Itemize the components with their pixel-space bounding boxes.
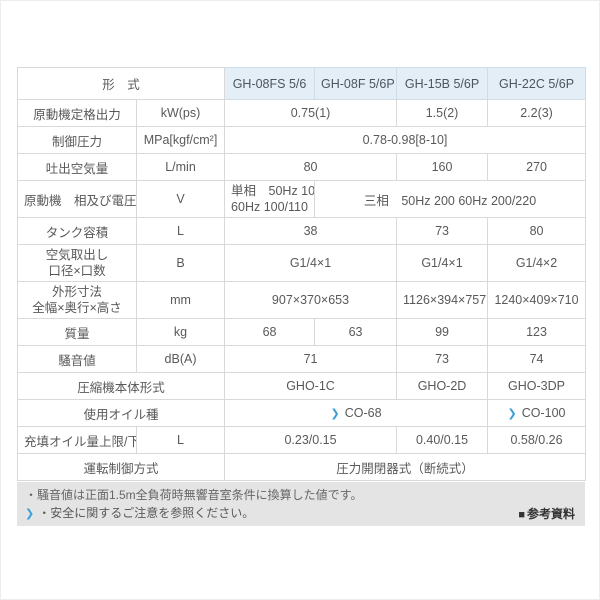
header-model-label: 形 式 [16, 67, 226, 100]
cell-oil-co100: ❯ CO-100 [487, 399, 587, 427]
row-phase-voltage: 原動機 相及び電圧 V 単相 50Hz 100 60Hz 100/110 三相 … [17, 180, 587, 218]
note-noise: ・騒音値は正面1.5m全負荷時無響音室条件に換算した値です。 [25, 488, 363, 502]
cell-value: 圧力開閉器式（断続式） [224, 453, 587, 481]
header-model-gh15b: GH-15B 5/6P [396, 67, 489, 100]
row-label: 圧縮機本体形式 [16, 372, 226, 400]
link-arrow-icon: ❯ [25, 508, 35, 520]
cell-value: 0.58/0.26 [487, 426, 587, 454]
link-arrow-icon: ❯ [507, 408, 517, 420]
row-unit: kW(ps) [135, 99, 226, 127]
cell-value: 74 [487, 345, 587, 373]
row-dimensions: 外形寸法 全幅×奥行×高さ mm 907×370×653 1126×394×75… [17, 281, 587, 319]
header-model-gh08fs: GH-08FS 5/6 [224, 67, 316, 100]
cell-value: 63 [314, 318, 398, 346]
reference-label: 参考資料 [526, 507, 575, 521]
cell-value: 0.40/0.15 [396, 426, 489, 454]
row-label: 外形寸法 全幅×奥行×高さ [17, 281, 137, 319]
cell-value: 73 [396, 345, 489, 373]
square-bullet-icon: ■ [518, 509, 525, 521]
row-unit: B [135, 244, 226, 282]
spec-table: 形 式 GH-08FS 5/6 GH-08F 5/6P GH-15B 5/6P … [16, 67, 587, 481]
reference-caption: ■ 参考資料 [518, 505, 575, 522]
cell-value: 80 [487, 217, 587, 245]
cell-value: 0.78-0.98[8-10] [224, 126, 587, 154]
cell-value: 99 [396, 318, 489, 346]
cell-value: GHO-2D [396, 372, 489, 400]
row-air-discharge: 吐出空気量 L/min 80 160 270 [17, 153, 587, 181]
cell-value: 1.5(2) [396, 99, 489, 127]
cell-value-single-phase: 単相 50Hz 100 60Hz 100/110 [224, 180, 316, 218]
row-unit: mm [135, 281, 226, 319]
row-mass: 質量 kg 68 63 99 123 [17, 318, 587, 346]
row-unit: kg [135, 318, 226, 346]
row-unit: L [135, 217, 226, 245]
cell-value: 80 [224, 153, 398, 181]
row-unit: MPa[kgf/cm²] [135, 126, 226, 154]
row-label: 制御圧力 [17, 126, 137, 154]
row-compressor-body-type: 圧縮機本体形式 GHO-1C GHO-2D GHO-3DP [16, 372, 587, 400]
row-unit: dB(A) [135, 345, 226, 373]
row-label: 運転制御方式 [16, 453, 226, 481]
cell-value: 1240×409×710 [487, 281, 587, 319]
cell-value: 0.23/0.15 [224, 426, 398, 454]
cell-value: 73 [396, 217, 489, 245]
table-header-row: 形 式 GH-08FS 5/6 GH-08F 5/6P GH-15B 5/6P … [16, 67, 587, 100]
note-safety: ❯ ・安全に関するご注意を参照ください。 [25, 504, 577, 523]
row-motor-output: 原動機定格出力 kW(ps) 0.75(1) 1.5(2) 2.2(3) [17, 99, 587, 127]
row-label: 原動機定格出力 [17, 99, 137, 127]
cell-value: G1/4×2 [487, 244, 587, 282]
row-operation-control: 運転制御方式 圧力開閉器式（断続式） [16, 453, 587, 481]
cell-value: 907×370×653 [224, 281, 398, 319]
cell-oil-co68: ❯ CO-68 [224, 399, 489, 427]
row-label: 騒音値 [17, 345, 137, 373]
oil-link-co100[interactable]: ❯ CO-100 [507, 406, 566, 420]
row-label: 空気取出し 口径×口数 [17, 244, 137, 282]
cell-value-three-phase: 三相 50Hz 200 60Hz 200/220 [314, 180, 587, 218]
cell-value: G1/4×1 [224, 244, 398, 282]
cell-value: GHO-1C [224, 372, 398, 400]
cell-value: GHO-3DP [487, 372, 587, 400]
row-noise-level: 騒音値 dB(A) 71 73 74 [17, 345, 587, 373]
header-model-gh08f: GH-08F 5/6P [314, 67, 398, 100]
cell-value: 123 [487, 318, 587, 346]
cell-value: 2.2(3) [487, 99, 587, 127]
cell-value: 160 [396, 153, 489, 181]
cell-value: G1/4×1 [396, 244, 489, 282]
row-label: 充填オイル量上限/下限 [17, 426, 137, 454]
row-oil-type: 使用オイル種 ❯ CO-68 ❯ CO-100 [16, 399, 587, 427]
row-oil-fill-amount: 充填オイル量上限/下限 L 0.23/0.15 0.40/0.15 0.58/0… [17, 426, 587, 454]
cell-value: 0.75(1) [224, 99, 398, 127]
row-control-pressure: 制御圧力 MPa[kgf/cm²] 0.78-0.98[8-10] [17, 126, 587, 154]
header-model-gh22c: GH-22C 5/6P [487, 67, 587, 100]
safety-note-link[interactable]: ・安全に関するご注意を参照ください。 [38, 506, 255, 520]
cell-value: 1126×394×757 [396, 281, 489, 319]
cell-value: 38 [224, 217, 398, 245]
row-label: 質量 [17, 318, 137, 346]
footnotes-box: ・騒音値は正面1.5m全負荷時無響音室条件に換算した値です。 ❯ ・安全に関するご… [17, 482, 585, 526]
oil-link-co68[interactable]: ❯ CO-68 [330, 406, 382, 420]
row-unit: L [135, 426, 226, 454]
cell-value: 68 [224, 318, 316, 346]
link-arrow-icon: ❯ [330, 408, 340, 420]
row-label: 原動機 相及び電圧 [17, 180, 137, 218]
row-air-outlet: 空気取出し 口径×口数 B G1/4×1 G1/4×1 G1/4×2 [17, 244, 587, 282]
cell-value: 71 [224, 345, 398, 373]
row-label: タンク容積 [17, 217, 137, 245]
row-tank-capacity: タンク容積 L 38 73 80 [17, 217, 587, 245]
row-unit: L/min [135, 153, 226, 181]
row-label: 使用オイル種 [16, 399, 226, 427]
cell-value: 270 [487, 153, 587, 181]
row-unit: V [135, 180, 226, 218]
row-label: 吐出空気量 [17, 153, 137, 181]
